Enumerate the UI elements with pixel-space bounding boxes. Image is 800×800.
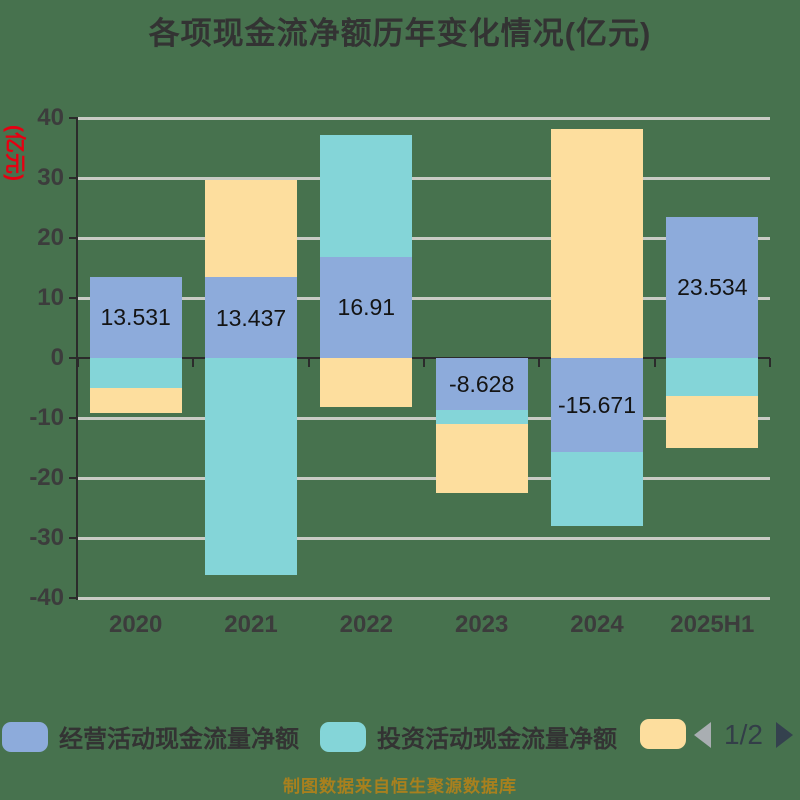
bar-segment-investing-2022[interactable] xyxy=(320,134,413,257)
x-axis-tick xyxy=(653,358,656,367)
gridline xyxy=(78,416,770,420)
y-axis-tick-label: 30 xyxy=(37,164,64,191)
x-axis-category-label: 2025H1 xyxy=(670,611,755,638)
y-axis-tick-label: -40 xyxy=(29,584,64,611)
legend-swatch-financing xyxy=(640,719,686,749)
x-axis-category-label: 2023 xyxy=(454,611,509,638)
data-label: 13.531 xyxy=(100,304,171,331)
y-axis-tick-label: -20 xyxy=(29,464,64,491)
gridline xyxy=(78,296,770,300)
bar-segment-investing-2020[interactable] xyxy=(89,358,182,388)
chart-title: 各项现金流净额历年变化情况(亿元) xyxy=(148,16,652,51)
bar-segment-financing-2023[interactable] xyxy=(435,424,528,494)
bar-segment-financing-2025H1[interactable] xyxy=(666,395,759,448)
bar-segment-investing-2025H1[interactable] xyxy=(666,358,759,396)
bar-segment-operating-2020[interactable] xyxy=(89,276,182,358)
bar-segment-financing-2022[interactable] xyxy=(320,358,413,408)
legend-swatch-investing xyxy=(320,721,366,752)
pager-page-indicator: 1/2 xyxy=(724,719,763,750)
bar-segment-operating-2024[interactable] xyxy=(551,358,643,453)
x-axis-tick xyxy=(423,358,425,367)
bar-segment-operating-2022[interactable] xyxy=(320,256,413,358)
gridline xyxy=(78,116,770,120)
y-axis-tick xyxy=(69,237,78,239)
y-axis-tick-label: -10 xyxy=(29,404,64,431)
gridline xyxy=(78,596,770,600)
y-axis-tick xyxy=(69,297,78,299)
y-axis-tick xyxy=(69,177,78,179)
legend-pager: 1/2 xyxy=(694,719,793,751)
x-axis-tick xyxy=(538,358,541,367)
pager-prev-icon[interactable] xyxy=(694,722,711,748)
x-axis-category-label: 2020 xyxy=(108,611,163,638)
y-axis-tick-label: 0 xyxy=(50,344,64,371)
pager-next-icon[interactable] xyxy=(775,722,793,748)
gridline xyxy=(78,176,770,180)
legend-label: 投资活动现金流量净额 xyxy=(377,726,617,753)
legend-swatch-operating xyxy=(2,721,48,752)
bar-segment-operating-2021[interactable] xyxy=(205,277,297,358)
bar-segment-financing-2020[interactable] xyxy=(89,388,182,414)
x-axis-category-label: 2021 xyxy=(224,611,278,638)
x-axis-tick xyxy=(769,358,771,367)
legend-item-operating[interactable]: 经营活动现金流量净额 xyxy=(2,719,299,754)
y-axis-tick-label: 10 xyxy=(37,284,64,311)
data-label: 16.91 xyxy=(337,294,396,321)
legend-item-investing[interactable]: 投资活动现金流量净额 xyxy=(320,719,617,754)
x-axis-category-label: 2022 xyxy=(339,611,394,638)
y-axis-tick-label: 20 xyxy=(37,224,64,251)
y-axis-tick xyxy=(69,117,78,119)
bar-segment-financing-2021[interactable] xyxy=(205,179,297,278)
data-label: -15.671 xyxy=(557,392,636,418)
data-label: 13.437 xyxy=(215,304,287,331)
legend-label: 经营活动现金流量净额 xyxy=(59,726,299,753)
x-axis-tick xyxy=(307,358,310,367)
x-axis-category-label: 2024 xyxy=(570,611,624,638)
y-axis-tick xyxy=(69,477,78,479)
y-axis-tick-label: -30 xyxy=(29,524,64,551)
data-label: -8.628 xyxy=(449,370,515,397)
gridline xyxy=(78,476,770,480)
y-axis-tick xyxy=(69,357,78,359)
y-axis-tick-label: 40 xyxy=(37,104,64,131)
bar-segment-operating-2025H1[interactable] xyxy=(666,216,759,358)
bar-segment-financing-2024[interactable] xyxy=(551,128,643,358)
x-axis-tick xyxy=(77,358,79,367)
legend: 经营活动现金流量净额 投资活动现金流量净额 1/2 xyxy=(0,719,800,753)
bar-segment-investing-2023[interactable] xyxy=(435,409,528,425)
y-axis-tick xyxy=(69,537,78,539)
legend-item-financing[interactable] xyxy=(640,719,686,749)
data-label: 23.534 xyxy=(677,274,748,301)
gridline xyxy=(78,536,770,540)
x-axis-tick xyxy=(192,358,195,367)
y-axis-tick xyxy=(69,417,78,419)
bar-segment-operating-2023[interactable] xyxy=(435,358,528,410)
source-note: 制图数据来自恒生聚源数据库 xyxy=(283,777,517,796)
gridline xyxy=(78,236,770,240)
bar-segment-investing-2021[interactable] xyxy=(205,358,297,575)
y-axis-tick xyxy=(69,597,78,599)
bar-segment-investing-2024[interactable] xyxy=(551,452,643,527)
